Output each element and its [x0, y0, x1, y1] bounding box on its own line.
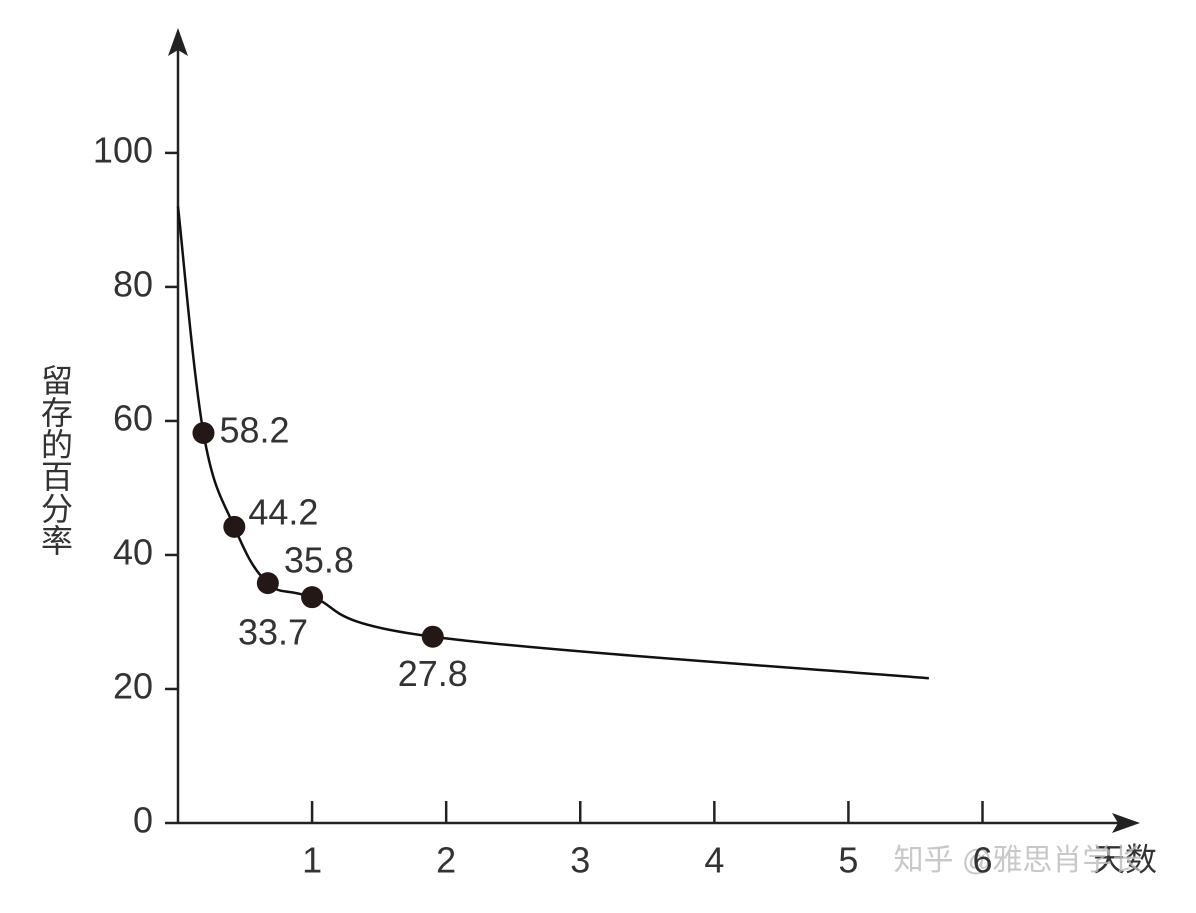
x-axis-label: 天数	[1093, 841, 1157, 877]
x-tick-label: 3	[570, 840, 590, 881]
y-tick-label: 40	[113, 531, 153, 572]
data-point	[192, 422, 215, 445]
x-tick-label: 1	[302, 840, 322, 881]
x-axis-arrow	[1112, 813, 1140, 833]
data-point	[421, 625, 444, 648]
data-point	[256, 572, 279, 595]
y-axis-arrow	[168, 28, 188, 56]
x-tick-label: 5	[838, 840, 858, 881]
data-label: 44.2	[248, 491, 318, 532]
data-label: 33.7	[238, 612, 308, 653]
data-point	[223, 515, 246, 538]
x-tick-label: 2	[436, 840, 456, 881]
y-tick-label: 100	[93, 129, 153, 170]
watermark: 知乎 @雅思肖学长	[894, 844, 1143, 877]
x-tick-label: 6	[972, 840, 992, 881]
data-label: 27.8	[398, 653, 468, 694]
x-tick-label: 4	[704, 840, 724, 881]
y-tick-label: 0	[133, 800, 153, 841]
y-tick-label: 80	[113, 263, 153, 304]
curve	[176, 206, 929, 680]
y-axis-label: 留存的百分率	[37, 364, 73, 556]
y-tick-label: 20	[113, 665, 153, 706]
data-point	[301, 586, 324, 609]
y-tick-label: 60	[113, 397, 153, 438]
data-label: 58.2	[219, 410, 289, 451]
data-label: 35.8	[284, 540, 354, 581]
